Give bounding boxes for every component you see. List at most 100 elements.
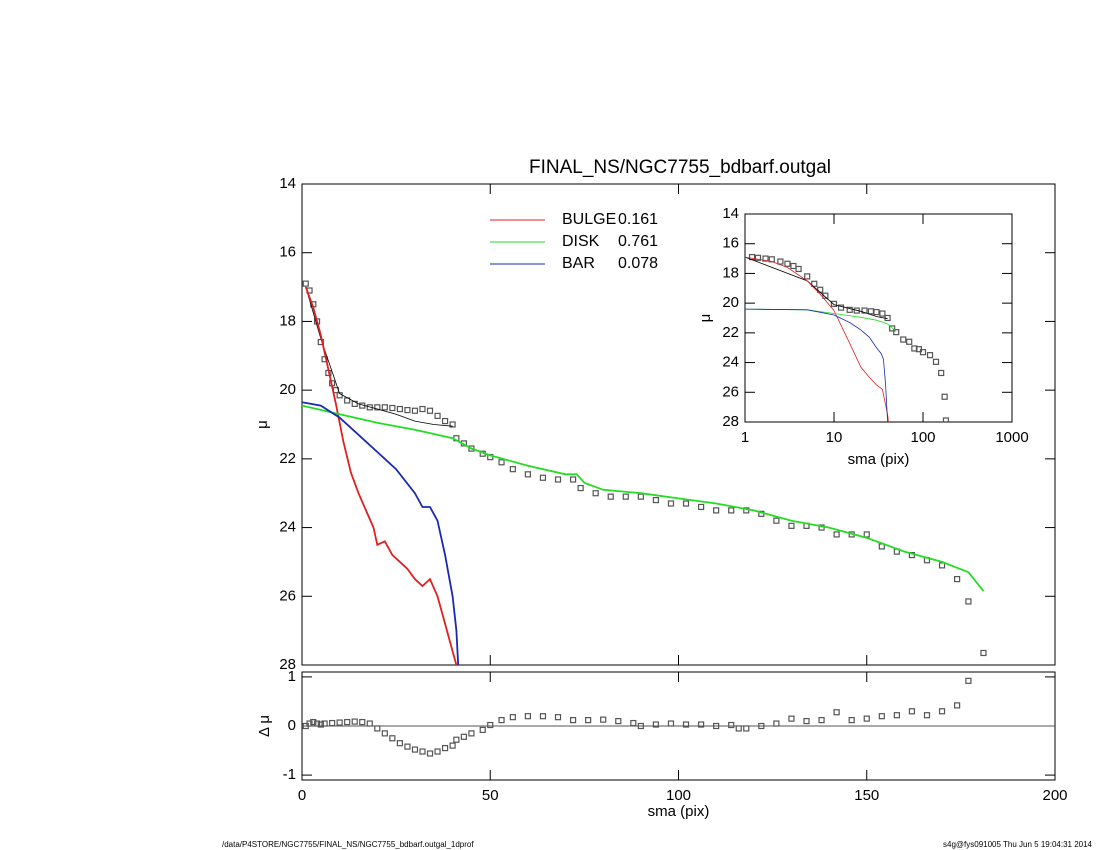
y-tick-label: 22 [722,324,739,341]
y-axis-label: μ [254,420,271,429]
data-point [509,714,516,721]
series-line [302,404,985,592]
x-tick-label: 1 [741,429,749,446]
data-point [728,507,735,514]
data-point [449,421,456,428]
data-point [419,405,426,413]
y-tick-label: 26 [722,383,739,400]
x-axis-label: sma (pix) [848,451,910,468]
data-point [867,308,875,315]
plot-frame [744,213,1013,423]
data-point [652,496,660,504]
series-line [745,256,889,422]
data-point [396,740,403,747]
series-line [304,286,458,665]
x-tick-label: 1000 [995,429,1028,446]
data-point [336,719,343,726]
data-point [479,726,486,734]
data-point [713,507,720,514]
data-point [426,407,434,414]
data-point [652,721,660,728]
data-point [848,717,855,724]
data-point [585,717,592,724]
data-point [329,719,336,727]
data-point [879,310,886,317]
data-point [441,417,449,425]
footer-right: s4g@fys091005 Thu Jun 5 19:04:31 2014 [943,840,1093,849]
data-point [682,721,690,728]
data-point [777,258,784,265]
data-point [637,722,644,730]
data-point [803,717,810,725]
data-point [795,265,802,273]
data-point [411,407,419,414]
data-point [441,744,449,752]
y-axis-label: Δ μ [256,715,273,737]
data-point [965,598,972,605]
data-point [306,720,313,727]
data-point [404,406,411,414]
data-point [833,531,840,538]
data-point [713,722,720,730]
data-point [321,356,328,363]
data-point [539,474,547,481]
plot-area [745,253,950,422]
data-point [396,405,403,413]
data-point [434,748,441,755]
data-point [926,352,934,359]
x-tick-label: 50 [482,787,499,804]
data-point [938,562,946,569]
data-point [900,336,907,343]
data-point [600,716,607,723]
legend-fraction: 0.078 [618,255,658,272]
legend-name: DISK [562,233,600,250]
data-point [790,262,797,270]
data-point [965,677,972,684]
data-point [577,484,584,492]
legend-fraction: 0.161 [618,211,658,228]
data-point [743,725,750,732]
data-point [389,735,396,742]
data-point [863,715,870,722]
data-point [460,733,467,740]
data-point [554,476,562,483]
data-point [313,720,321,727]
data-point [697,503,705,511]
data-point [426,750,434,757]
y-tick-label: 26 [279,587,296,604]
data-point [615,717,622,725]
data-point [381,404,388,411]
data-point [833,709,840,716]
x-tick-label: 10 [826,429,843,446]
x-tick-label: 200 [1042,787,1067,804]
data-point [434,412,441,420]
y-tick-label: 1 [288,668,296,685]
data-point [908,708,916,715]
data-point [487,721,494,729]
data-point [830,300,838,307]
data-point [861,307,868,314]
y-tick-label: 16 [279,244,296,261]
data-point [773,517,780,524]
data-point [449,742,456,749]
data-point [919,349,927,356]
data-point [592,490,599,497]
data-point [863,531,870,538]
plot-frame [301,183,1056,666]
y-tick-label: 18 [279,312,296,329]
data-point [818,717,825,724]
data-point [524,471,532,478]
data-point [758,722,765,730]
data-point [906,338,913,345]
plot-area [302,677,972,757]
data-point [743,507,750,514]
x-tick-label: 150 [854,787,879,804]
data-point [374,725,381,732]
footer-left: /data/P4STORE/NGC7755/FINAL_NS/NGC7755_b… [222,840,474,849]
y-tick-label: 28 [279,656,296,673]
data-point [419,748,426,755]
data-point [873,308,880,316]
data-point [317,721,324,728]
data-point [932,358,940,365]
